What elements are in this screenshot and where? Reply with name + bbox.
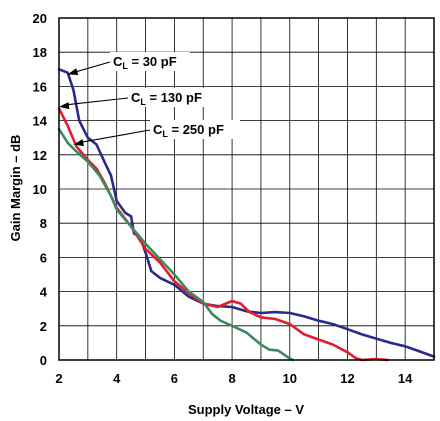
y-tick-labels: 0 2 4 6 8 10 12 14 16 18 20 — [33, 11, 48, 368]
annotation-label: CL = 250 pF — [153, 122, 224, 139]
y-tick-label: 4 — [40, 285, 48, 300]
annotation-leader — [64, 97, 129, 106]
annotation-bg — [110, 52, 190, 71]
x-tick-label: 6 — [171, 371, 178, 386]
annotation-bg — [128, 88, 218, 107]
series-lines — [57, 68, 436, 362]
annotation-label: CL = 30 pF — [113, 54, 177, 71]
x-tick-labels: 2 4 6 8 10 12 14 — [55, 371, 413, 386]
y-tick-label: 18 — [33, 45, 47, 60]
y-tick-label: 2 — [40, 319, 47, 334]
annotation-arrowhead — [67, 68, 79, 75]
annotation-arrowhead — [59, 102, 70, 110]
x-tick-label: 12 — [340, 371, 354, 386]
annotation-2: CL = 130 pF — [59, 88, 218, 110]
x-tick-label: 10 — [283, 371, 297, 386]
series-line-3 — [57, 127, 294, 362]
grid — [59, 18, 434, 360]
y-tick-label: 0 — [40, 353, 47, 368]
y-axis-title: Gain Margin – dB — [8, 135, 23, 242]
y-tick-label: 14 — [33, 114, 48, 129]
x-tick-label: 2 — [55, 371, 62, 386]
x-tick-label: 14 — [398, 371, 413, 386]
y-tick-label: 16 — [33, 79, 47, 94]
y-tick-label: 8 — [40, 216, 47, 231]
annotation-bg — [150, 120, 240, 139]
plot-frame — [58, 17, 435, 361]
annotation-arrowhead — [73, 139, 84, 147]
annotation-leader — [73, 61, 111, 73]
annotation-1: CL = 30 pF — [67, 52, 190, 75]
y-tick-label: 20 — [33, 11, 47, 26]
y-tick-label: 12 — [33, 148, 47, 163]
x-axis-title: Supply Voltage – V — [188, 402, 304, 417]
x-tick-label: 8 — [228, 371, 235, 386]
annotation-label: CL = 130 pF — [131, 90, 202, 107]
annotation-3: CL = 250 pF — [73, 120, 240, 147]
y-tick-label: 10 — [33, 182, 47, 197]
annotation-leader — [79, 129, 151, 144]
series-line-1 — [57, 68, 436, 358]
series-annotations: CL = 30 pF CL = 130 pF CL = 250 pF — [59, 52, 240, 147]
y-tick-label: 6 — [40, 250, 47, 265]
x-tick-label: 4 — [113, 371, 121, 386]
